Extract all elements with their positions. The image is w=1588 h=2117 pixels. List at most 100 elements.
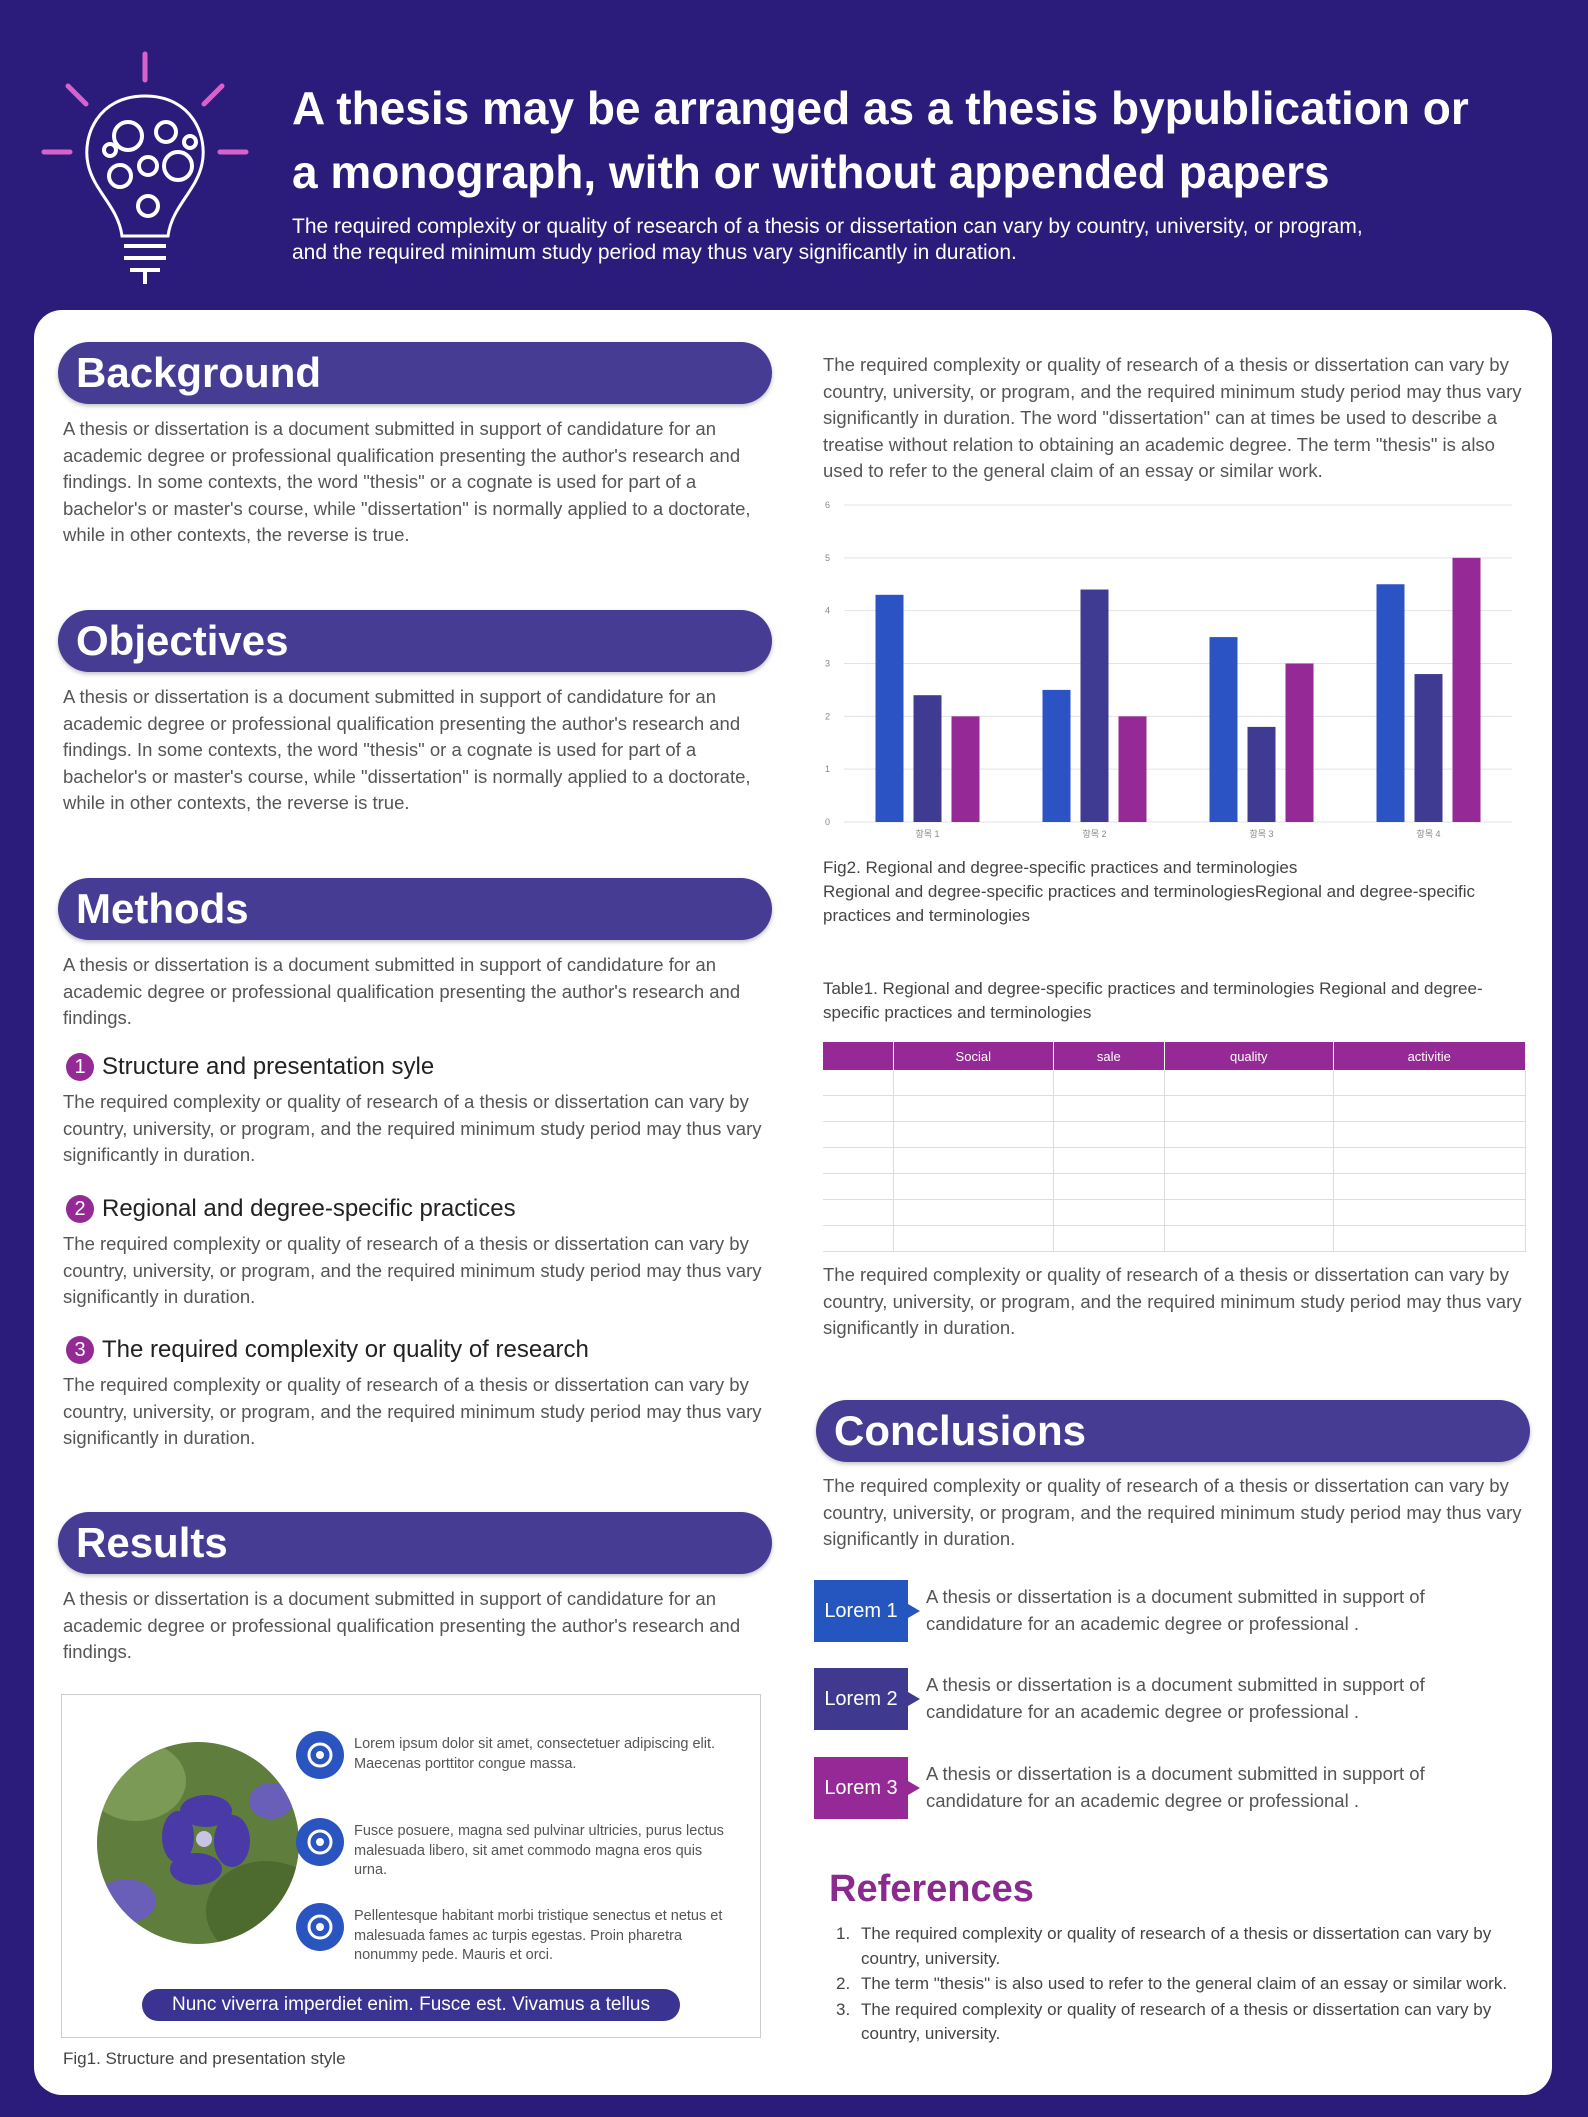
- caption: Fig2. Regional and degree-specific pract…: [823, 858, 1298, 877]
- bar: [913, 695, 942, 822]
- bar: [1247, 726, 1276, 822]
- y-tick-label: 1: [825, 764, 830, 774]
- table-cell: [1053, 1173, 1166, 1200]
- section-heading: Background: [58, 342, 772, 404]
- title: A thesis may be arranged as a thesis byp…: [292, 82, 1469, 198]
- section-heading: Results: [58, 1512, 772, 1574]
- table-cell: [1053, 1095, 1166, 1122]
- subsection-text: The required complexity or quality of re…: [63, 1091, 762, 1165]
- table-cell: [1053, 1199, 1166, 1226]
- reference: 1. The required complexity or quality of …: [836, 1922, 1536, 1971]
- table-row: [823, 1070, 1526, 1096]
- item-text: A thesis or dissertation is a document s…: [926, 1763, 1425, 1811]
- section-text: The required complexity or quality of re…: [823, 1264, 1522, 1338]
- table-cell: [823, 1095, 894, 1122]
- bar: [1042, 689, 1071, 822]
- table-cell: [893, 1173, 1054, 1200]
- figure-banner: Nunc viverra imperdiet enim. Fusce est. …: [142, 1989, 680, 2021]
- bar: [951, 716, 980, 822]
- x-tick-label: 항목 2: [1082, 829, 1106, 839]
- header-cell: activitie: [1333, 1042, 1526, 1070]
- table-cell: [893, 1095, 1054, 1122]
- reference-number: 2.: [836, 1974, 851, 1993]
- number-badge: 2: [66, 1195, 94, 1223]
- table-cell: [823, 1199, 894, 1226]
- table-cell: [1333, 1070, 1526, 1096]
- y-tick-label: 0: [825, 817, 830, 827]
- section-text: A thesis or dissertation is a document s…: [63, 686, 751, 813]
- intro-text: The required complexity or quality of re…: [823, 354, 1522, 481]
- section-text: A thesis or dissertation is a document s…: [63, 418, 751, 545]
- table-row: [823, 1147, 1526, 1174]
- label-box: Lorem 2: [814, 1668, 920, 1730]
- bar: [1118, 716, 1147, 822]
- table-cell: [1164, 1121, 1334, 1148]
- table-cell: [1164, 1147, 1334, 1174]
- number-badge: 3: [66, 1336, 94, 1364]
- table-cell: [1333, 1095, 1526, 1122]
- section-text: A thesis or dissertation is a document s…: [63, 954, 741, 1028]
- bar: [1285, 663, 1314, 822]
- y-tick-label: 2: [825, 711, 830, 721]
- table-cell: [1333, 1225, 1526, 1252]
- subheading-text: Structure and presentation syle: [102, 1053, 435, 1080]
- item-text: A thesis or dissertation is a document s…: [926, 1674, 1425, 1722]
- flower-image: [97, 1742, 299, 1944]
- table-cell: [1333, 1199, 1526, 1226]
- icon: [296, 1731, 344, 1779]
- table-cell: [1164, 1225, 1334, 1252]
- reference: 2. The term "thesis" is also used to refe…: [836, 1972, 1536, 1997]
- figure-caption: Fig1. Structure and presentation style: [63, 2049, 346, 2068]
- x-tick-label: 항목 1: [915, 829, 939, 839]
- icon: [296, 1818, 344, 1866]
- figure-item-text: Lorem ipsum dolor sit amet, consectetuer…: [354, 1736, 716, 1772]
- table-cell: [823, 1225, 894, 1252]
- subtitle: The required complexity or quality of re…: [292, 215, 1363, 264]
- references-list: 1. The required complexity or quality of …: [836, 1922, 1536, 2048]
- table-cell: [893, 1147, 1054, 1174]
- table-cell: [1333, 1173, 1526, 1200]
- table-row: [823, 1199, 1526, 1226]
- subsection-text: The required complexity or quality of re…: [63, 1374, 762, 1448]
- y-tick-label: 6: [825, 500, 830, 510]
- header-cell: sale: [1053, 1042, 1166, 1070]
- table-cell: [1164, 1173, 1334, 1200]
- table-row: [823, 1225, 1526, 1252]
- reference-text: The required complexity or quality of re…: [861, 1924, 1492, 1968]
- subheading: 1 Structure and presentation syle: [66, 1052, 434, 1082]
- reference-number: 1.: [836, 1924, 851, 1943]
- table-body: [823, 1070, 1526, 1252]
- section-heading: Objectives: [58, 610, 772, 672]
- table-cell: [893, 1225, 1054, 1252]
- table-cell: [893, 1121, 1054, 1148]
- section-heading: Conclusions: [816, 1400, 1530, 1462]
- bar: [875, 594, 904, 822]
- reference-text: The required complexity or quality of re…: [861, 1999, 1492, 2044]
- bar: [1209, 637, 1238, 822]
- header-cell: quality: [1164, 1042, 1334, 1070]
- figure-item-text: Pellentesque habitant morbi tristique se…: [354, 1908, 723, 1963]
- section-heading: Methods: [58, 878, 772, 940]
- figure-box: [61, 1694, 761, 2038]
- table-cell: [1053, 1225, 1166, 1252]
- table-cell: [1053, 1147, 1166, 1174]
- bar-chart: 0 1 2 3 4 5 6 항목 1 항목 2 항목 3 항목 4: [825, 500, 1512, 839]
- subheading-text: Regional and degree-specific practices: [102, 1195, 516, 1222]
- bulb-icon: [41, 51, 249, 284]
- table-row: [823, 1173, 1526, 1200]
- table-cell: [1333, 1121, 1526, 1148]
- table: Social sale quality activitie: [823, 1042, 1526, 1252]
- reference: 3. The required complexity or quality of …: [836, 1998, 1536, 2047]
- table-cell: [823, 1121, 894, 1148]
- figure-caption: Fig2. Regional and degree-specific pract…: [823, 856, 1523, 928]
- header-cell: [823, 1042, 894, 1070]
- y-tick-label: 4: [825, 606, 830, 616]
- table-cell: [1333, 1147, 1526, 1174]
- subheading: 2 Regional and degree-specific practices: [66, 1194, 516, 1224]
- table-cell: [1053, 1121, 1166, 1148]
- table-cell: [893, 1199, 1054, 1226]
- table-cell: [823, 1147, 894, 1174]
- number-badge: 1: [66, 1053, 94, 1081]
- caption-text: Regional and degree-specific practices a…: [823, 882, 1476, 925]
